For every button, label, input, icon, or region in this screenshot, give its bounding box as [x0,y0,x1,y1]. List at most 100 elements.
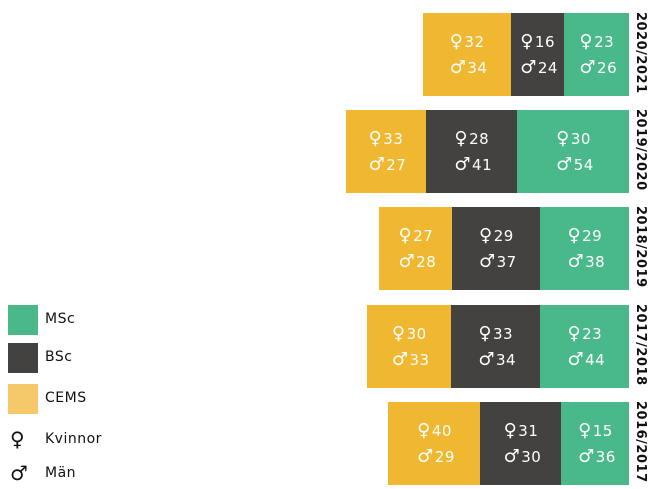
data-value: 29 [493,227,514,245]
data-label-cems-women: ♀32 [449,31,485,52]
data-value: 33 [493,325,514,343]
legend-label-kvinnor: Kvinnor [45,431,102,447]
female-icon: ♀ [478,323,493,344]
data-value: 33 [409,351,430,369]
data-value: 29 [434,448,455,466]
data-value: 36 [595,448,616,466]
male-icon: ♂ [503,446,521,467]
data-value: 27 [386,156,407,174]
legend-item-cems: CEMS [8,384,148,414]
male-icon: ♂ [417,446,434,467]
data-label-msc-women: ♀23 [579,31,614,52]
bar-segment-msc [561,402,629,485]
category-label: 2018/2019 [633,206,648,288]
data-value: 30 [570,130,591,148]
female-icon: ♀ [503,420,518,441]
data-label-msc-women: ♀15 [578,420,613,441]
data-label-bsc-women: ♀31 [503,420,539,441]
data-value: 31 [518,422,539,440]
data-value: 23 [582,325,603,343]
bar-segment-cems [388,402,481,485]
female-icon: ♀ [417,420,431,441]
female-icon: ♀ [10,427,25,451]
female-icon: ♀ [449,31,464,52]
data-value: 38 [585,253,606,271]
bar-segment-bsc [510,13,564,96]
female-icon: ♀ [567,323,582,344]
female-icon: ♀ [579,31,594,52]
bar-segment-cems [366,305,451,388]
bar-segment-cems [378,207,453,290]
male-icon: ♂ [398,251,416,272]
data-value: 44 [585,351,606,369]
bar-segment-msc [539,305,629,388]
bar-segment-cems [422,13,511,96]
female-icon: ♀ [454,128,469,149]
data-value: 28 [469,130,490,148]
bar-segment-bsc [452,207,540,290]
data-label-bsc-women: ♀33 [478,323,514,344]
data-value: 54 [573,156,594,174]
female-icon: ♀ [520,31,534,52]
data-label-bsc-men: ♂30 [503,446,542,467]
data-value: 37 [496,253,517,271]
category-label: 2019/2020 [633,109,648,191]
legend-item-man: ♂ Män [8,459,148,489]
data-label-cems-women: ♀27 [399,227,434,246]
data-value: 34 [495,351,517,369]
female-icon: ♀ [578,420,592,441]
legend-label-bsc: BSc [45,349,73,365]
data-label-cems-men: ♂33 [391,349,430,370]
data-label-bsc-men: ♂24 [520,59,558,78]
data-label-cems-women: ♀30 [391,323,427,344]
data-label-bsc-women: ♀29 [479,227,514,246]
category-label: 2017/2018 [633,304,648,386]
legend-label-man: Män [45,465,77,481]
data-label-cems-women: ♀33 [368,128,404,149]
female-icon: ♀ [567,225,582,246]
legend: MSc BSc CEMS ♀ Kvinnor ♂ Män [8,305,148,485]
data-label-msc-men: ♂26 [579,57,617,78]
data-value: 30 [521,448,542,466]
category-label: 2016/2017 [633,401,648,483]
category-label: 2020/2021 [633,12,648,94]
legend-item-bsc: BSc [8,343,148,373]
male-icon: ♂ [391,349,409,370]
data-label-msc-women: ♀23 [567,323,603,344]
male-icon: ♂ [579,57,597,78]
male-icon: ♂ [454,154,472,175]
male-icon: ♂ [449,57,467,78]
data-label-msc-women: ♀29 [567,225,602,246]
bar-segment-bsc [450,305,540,388]
data-label-msc-men: ♂38 [567,251,606,272]
male-icon: ♂ [556,154,573,175]
legend-swatch-bsc [8,343,38,373]
female-icon: ♀ [391,323,406,344]
data-value: 33 [383,130,404,148]
data-value: 30 [406,325,427,343]
bar-segment-bsc [480,402,562,485]
data-value: 34 [467,59,488,77]
data-value: 28 [416,253,437,271]
data-label-cems-men: ♂27 [368,154,407,175]
bar-segment-msc [517,110,629,193]
data-value: 24 [537,59,558,77]
data-label-bsc-men: ♂41 [454,154,493,175]
data-value: 41 [472,156,493,174]
data-label-bsc-women: ♀16 [520,31,555,52]
data-label-msc-women: ♀30 [556,128,591,149]
male-icon: ♂ [567,251,585,272]
legend-item-msc: MSc [8,305,148,335]
female-icon: ♀ [556,128,570,149]
data-label-cems-men: ♂29 [417,446,455,467]
data-label-cems-women: ♀40 [417,420,452,441]
data-value: 27 [413,227,434,245]
data-label-cems-men: ♂34 [449,57,488,78]
male-icon: ♂ [478,349,495,370]
bar-segment-msc [563,13,629,96]
male-icon: ♂ [368,154,386,175]
legend-item-kvinnor: ♀ Kvinnor [8,425,148,455]
male-icon: ♂ [578,446,595,467]
female-icon: ♀ [368,128,383,149]
